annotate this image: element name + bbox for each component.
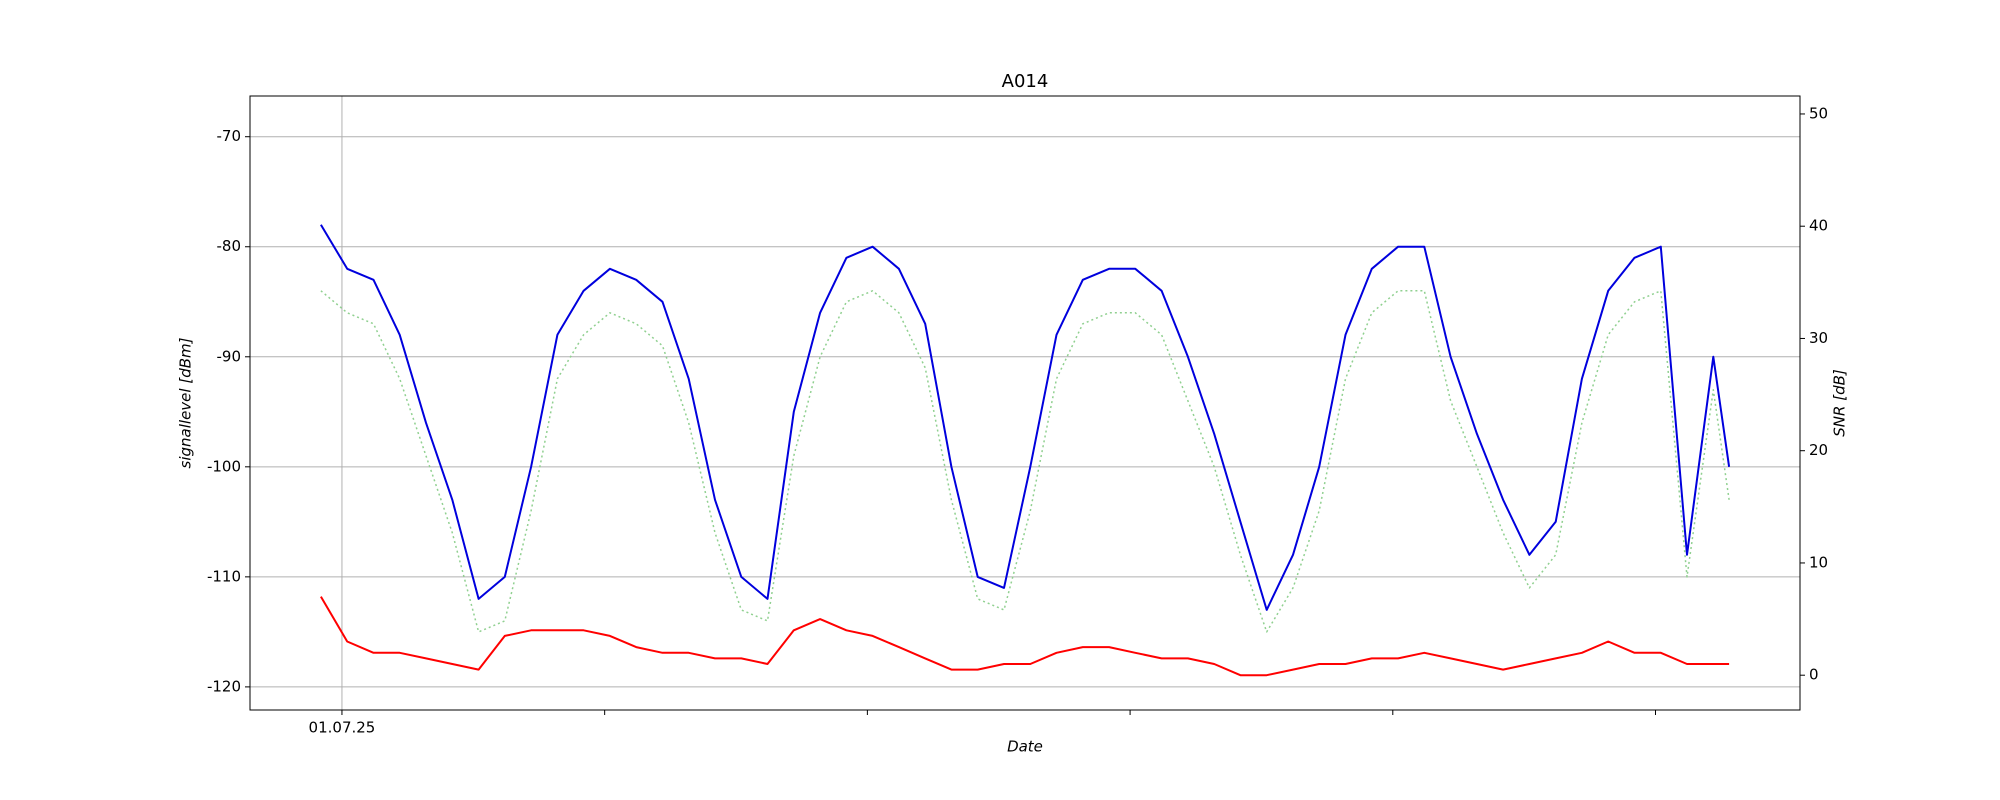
y2-tick-label: 10 [1809,553,1828,571]
y2-tick-label: 0 [1809,666,1819,684]
x-axis-label: Date [1007,738,1043,756]
series-line [320,290,1730,633]
series-line [320,596,1730,677]
y-tick-label: -80 [217,237,242,255]
series-line [320,224,1731,611]
plot-frame [249,95,1801,711]
y2-axis-label: SNR [dB] [1831,369,1849,437]
y-tick-label: -120 [207,677,241,695]
x-tick-label: 01.07.25 [309,719,376,737]
y-tick-label: -110 [207,567,241,585]
y2-tick-label: 30 [1809,329,1828,347]
y-tick-label: -100 [207,457,241,475]
chart-title: A014 [1002,71,1049,92]
y-tick-label: -70 [217,127,242,145]
y2-tick-label: 40 [1809,217,1828,235]
y2-tick-label: 20 [1809,441,1828,459]
y-tick-label: -90 [217,347,242,365]
y-axis-label: signallevel [dBm] [177,337,195,468]
y2-tick-label: 50 [1809,104,1828,122]
